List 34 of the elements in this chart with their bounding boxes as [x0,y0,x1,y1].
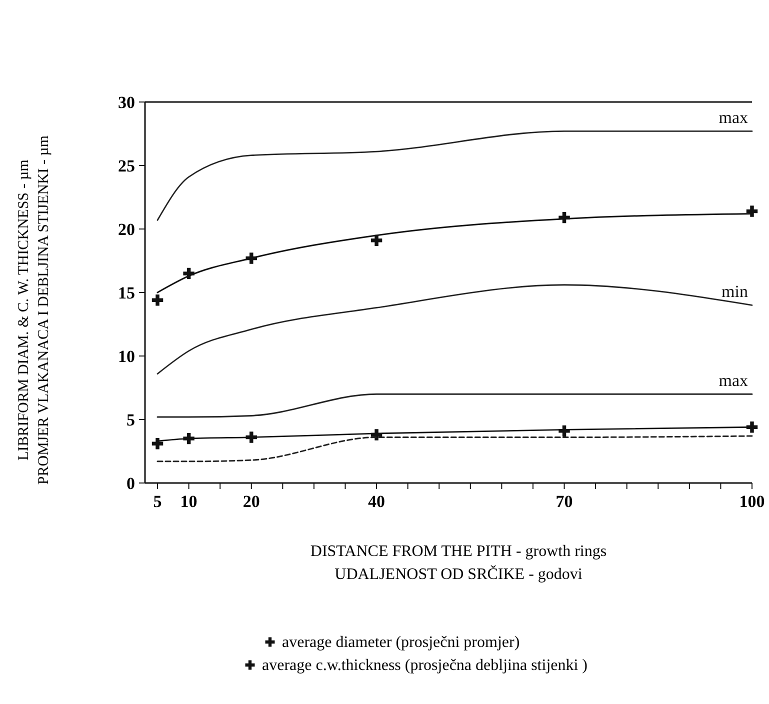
legend-label: average diameter (prosječni promjer) [282,634,520,651]
point [370,234,382,246]
point [746,422,758,433]
point [152,438,164,450]
series-label: max [718,371,748,390]
point [246,432,257,443]
y-tick-label: 20 [118,220,135,239]
line-series [156,130,753,221]
y-tick-label: 10 [118,346,135,366]
point [183,268,194,280]
x-tick-label: 5 [153,492,162,511]
series-label: min [722,282,748,302]
y-tick-label: 25 [118,156,135,176]
x-axis-title: DISTANCE FROM THE PITH - growth rings UDALJENOST OD SRČIKE - godovi [310,543,607,583]
x-tick-label: 10 [180,492,198,511]
point [152,294,164,306]
x-tick-label: 40 [368,492,386,511]
y-tick-label: 15 [118,283,135,302]
point [558,212,570,224]
y-axis-title: LIBRIFORM DIAM. & C. W. THICKNESS - µm PROMJER VLAKANACA I DEBLJINA STIJENKI - µm [16,135,52,485]
y-tick-label: 0 [126,474,135,493]
point [183,432,194,444]
point [746,206,758,217]
x-tick-label: 100 [739,492,765,511]
y-tick-label: 5 [126,410,135,430]
point [558,425,570,437]
point [370,429,382,440]
legend-label: average c.w.thickness (prosječna debljina stijenki ) [262,657,588,674]
x-tick-label: 70 [556,492,573,511]
point [246,252,257,264]
line-series [156,284,753,374]
series-label: max [718,108,748,128]
y-tick-label: 30 [118,92,135,112]
x-tick-label: 20 [242,492,260,511]
